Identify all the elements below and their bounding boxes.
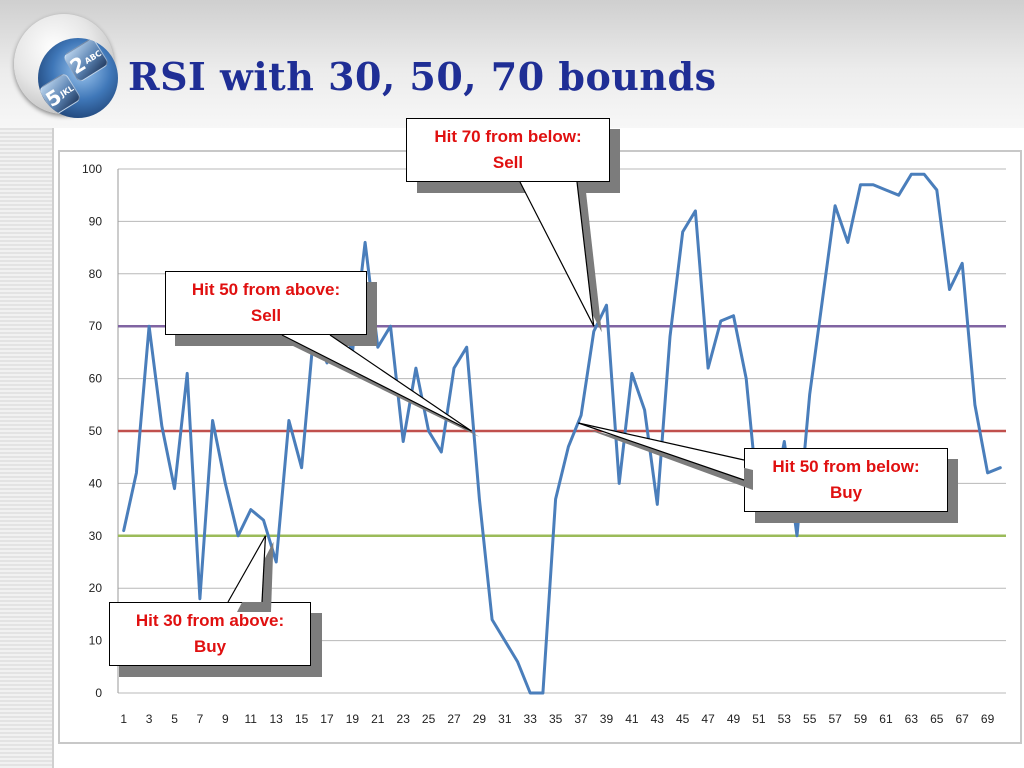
y-tick-label: 100 xyxy=(82,162,102,176)
callout-hit50-buy: Hit 50 from below: Buy xyxy=(744,448,948,512)
x-tick-label: 55 xyxy=(803,712,817,726)
x-tick-label: 49 xyxy=(727,712,741,726)
x-tick-label: 15 xyxy=(295,712,309,726)
x-tick-label: 3 xyxy=(146,712,153,726)
callout-hit30-line1: Hit 30 from above: xyxy=(135,611,285,630)
x-tick-label: 27 xyxy=(447,712,461,726)
x-tick-label: 59 xyxy=(854,712,868,726)
y-tick-label: 20 xyxy=(89,581,103,595)
callout-hit30-line2: Buy xyxy=(193,637,227,656)
x-tick-label: 17 xyxy=(320,712,334,726)
logo-keypad: 2ABC 5JKL xyxy=(38,38,118,118)
phone-keypad-logo-icon: 2ABC 5JKL xyxy=(14,14,118,118)
header-band xyxy=(0,0,1024,128)
y-tick-label: 40 xyxy=(89,476,103,490)
y-tick-label: 30 xyxy=(89,529,103,543)
x-tick-label: 41 xyxy=(625,712,639,726)
y-tick-label: 60 xyxy=(89,372,103,386)
key-5-letters: JKL xyxy=(58,83,76,99)
x-tick-label: 25 xyxy=(422,712,436,726)
x-tick-label: 51 xyxy=(752,712,766,726)
callout-hit50-sell-line2: Sell xyxy=(250,306,282,325)
x-tick-label: 43 xyxy=(651,712,665,726)
rsi-series-line xyxy=(122,172,1002,695)
callout-hit50-sell: Hit 50 from above: Sell xyxy=(165,271,367,335)
y-tick-label: 70 xyxy=(89,319,103,333)
x-tick-label: 23 xyxy=(397,712,411,726)
x-tick-label: 31 xyxy=(498,712,512,726)
callout-hit30: Hit 30 from above: Buy xyxy=(109,602,311,666)
callout-hit70-line1: Hit 70 from below: xyxy=(434,127,582,146)
x-tick-label: 21 xyxy=(371,712,385,726)
x-tick-label: 29 xyxy=(473,712,487,726)
x-tick-label: 69 xyxy=(981,712,995,726)
x-tick-label: 33 xyxy=(524,712,538,726)
x-tick-label: 5 xyxy=(171,712,178,726)
x-tick-label: 1 xyxy=(120,712,127,726)
x-tick-label: 53 xyxy=(778,712,792,726)
x-tick-label: 47 xyxy=(701,712,715,726)
callout-hit70-line2: Sell xyxy=(492,153,524,172)
x-tick-label: 63 xyxy=(905,712,919,726)
x-tick-label: 45 xyxy=(676,712,690,726)
y-tick-label: 10 xyxy=(89,634,103,648)
key-2: 2ABC xyxy=(62,38,110,84)
x-tick-label: 61 xyxy=(879,712,893,726)
callout-hit70: Hit 70 from below: Sell xyxy=(406,118,610,182)
x-tick-label: 7 xyxy=(197,712,204,726)
x-tick-label: 13 xyxy=(269,712,283,726)
x-tick-label: 39 xyxy=(600,712,614,726)
callout-hit50-sell-line1: Hit 50 from above: xyxy=(191,280,341,299)
callout-hit50-buy-line2: Buy xyxy=(829,483,863,502)
y-tick-label: 80 xyxy=(89,267,103,281)
y-tick-label: 50 xyxy=(89,424,103,438)
left-decorative-band xyxy=(0,128,54,768)
x-tick-label: 57 xyxy=(828,712,842,726)
x-tick-label: 11 xyxy=(245,712,258,726)
x-tick-label: 19 xyxy=(346,712,360,726)
x-tick-label: 9 xyxy=(222,712,229,726)
x-tick-label: 67 xyxy=(955,712,969,726)
x-tick-label: 37 xyxy=(574,712,588,726)
slide-title: RSI with 30, 50, 70 bounds xyxy=(128,54,717,99)
y-tick-label: 0 xyxy=(95,686,102,700)
y-tick-label: 90 xyxy=(89,214,103,228)
x-tick-label: 35 xyxy=(549,712,563,726)
key-2-letters: ABC xyxy=(82,48,103,66)
callout-hit50-buy-line1: Hit 50 from below: xyxy=(772,457,920,476)
x-tick-label: 65 xyxy=(930,712,944,726)
